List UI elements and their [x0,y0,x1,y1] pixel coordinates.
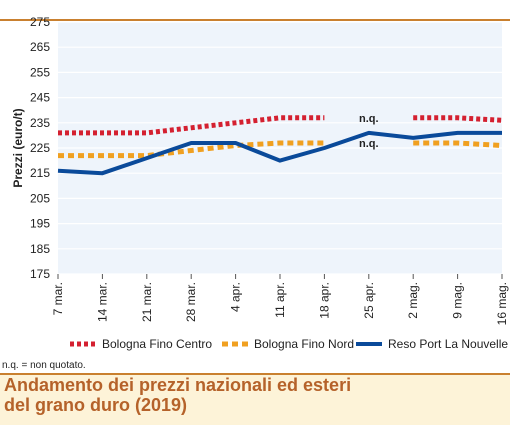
y-tick-label: 175 [30,267,50,281]
caption-line-1: Andamento dei prezzi nazionali ed esteri [4,375,352,395]
annotation-nq: n.q. [359,138,379,150]
annotations: n.q. n.q. [359,113,379,150]
y-tick-label: 265 [30,40,50,54]
y-tick-label: 215 [30,166,50,180]
x-tick-label: 2 mag. [406,282,420,319]
legend-label: Bologna Fino Nord [254,337,354,351]
y-axis: 175 185 195 205 215 225 235 245 255 265 275 [30,15,50,281]
x-tick-label: 9 mag. [451,282,465,319]
footnote: n.q. = non quotato. [2,360,86,371]
x-tick-label: 18 apr. [317,282,331,319]
y-tick-label: 185 [30,242,50,256]
x-tick-label: 21 mar. [140,282,154,322]
x-tick-label: 25 apr. [362,282,376,319]
y-tick-label: 225 [30,141,50,155]
series-line [57,130,502,176]
y-tick-label: 195 [30,217,50,231]
x-tick-label: 14 mar. [95,282,109,322]
x-axis: 7 mar. 14 mar. 21 mar. 28 mar. 4 apr. 11 apr.… [51,274,509,325]
caption-box: Andamento dei prezzi nazionali ed esteri… [0,373,510,425]
x-tick-label: 7 mar. [51,282,65,315]
x-tick-label: 4 apr. [229,282,243,312]
series-line [413,140,503,148]
series-line [58,140,325,159]
series-line [58,115,325,136]
legend: Bologna Fino Centro Bologna Fino Nord Reso… [70,337,508,351]
x-tick-label: 11 apr. [273,282,287,318]
y-tick-label: 235 [30,116,50,130]
y-tick-label: 275 [30,15,50,29]
series-lines [57,115,503,176]
y-tick-label: 255 [30,65,50,79]
legend-label: Bologna Fino Centro [102,337,212,351]
caption-line-2: del grano duro (2019) [4,395,188,415]
series-line [413,115,503,123]
annotation-nq: n.q. [359,113,379,125]
chart: 175 185 195 205 215 225 235 245 255 265 275 7 mar.… [0,15,510,351]
x-tick-label: 28 mar. [184,282,198,322]
legend-label: Reso Port La Nouvelle [388,337,508,351]
y-tick-label: 205 [30,191,50,205]
grid [0,19,510,275]
y-tick-label: 245 [30,91,50,105]
y-axis-label: Prezzi (euro/t) [11,108,25,187]
x-tick-label: 16 mag. [495,282,509,325]
